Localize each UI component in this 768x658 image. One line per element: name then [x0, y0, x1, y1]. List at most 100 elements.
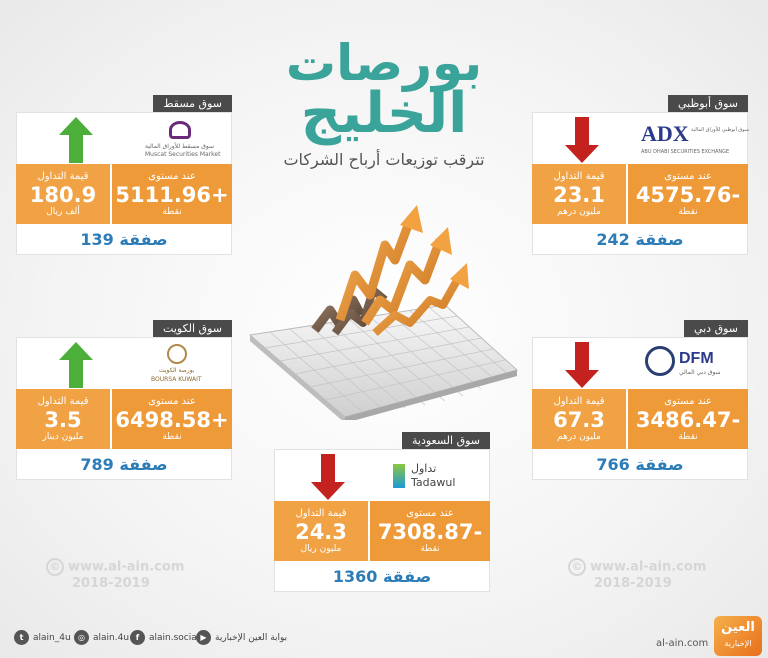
footer-twitter[interactable]: t alain_4u	[14, 630, 71, 645]
index-level-kuwait: عند مستوى 6498.58+ نقطة	[112, 389, 232, 449]
trade-value-unit: مليون درهم	[557, 206, 601, 217]
trade-value-dubai: قيمة التداول 67.3 مليون درهم	[532, 389, 628, 449]
kuwait-logo-ar: بورصة الكويت	[159, 367, 195, 374]
arrow-down-icon	[565, 117, 599, 163]
stats-dubai: قيمة التداول 67.3 مليون درهم عند مستوى 3…	[532, 389, 748, 449]
watermark-left: © www.al-ain.com 2018-2019	[46, 558, 184, 591]
market-tab-muscat: سوق مسقط	[153, 95, 232, 112]
brand-logo: العين الإخبارية	[714, 616, 762, 656]
brand-main: العين	[721, 620, 755, 635]
level-unit: نقطة	[420, 543, 440, 554]
arrow-up-icon	[59, 342, 93, 388]
stats-kuwait: قيمة التداول 3.5 مليون دينار عند مستوى 6…	[16, 389, 232, 449]
muscat-logo-icon	[169, 121, 191, 139]
arrow-up-icon	[59, 117, 93, 163]
market-tab-abudhabi: سوق أبوظبي	[668, 95, 748, 112]
market-card-kuwait: سوق الكويت بورصة الكويت BOURSA KUWAIT قي…	[16, 320, 232, 480]
trade-value-abudhabi: قيمة التداول 23.1 مليون درهم	[532, 164, 628, 224]
title-line-1: بورصات	[285, 34, 483, 92]
level-caption: عند مستوى	[148, 395, 196, 407]
index-level-muscat: عند مستوى 5111.96+ نقطة	[112, 164, 232, 224]
market-tab-kuwait: سوق الكويت	[153, 320, 232, 337]
level-unit: نقطة	[162, 206, 182, 217]
level-unit: نقطة	[678, 431, 698, 442]
trade-value-number: 67.3	[553, 407, 605, 432]
title-block: بورصات الخليج تترقب توزيعات أرباح الشركا…	[268, 38, 500, 169]
trade-value-unit: مليون ريال	[300, 543, 342, 554]
watermark-url: www.al-ain.com	[68, 559, 185, 575]
logo-area-abudhabi: ADX سوق أبوظبي للأوراق المالية ABU DHABI…	[532, 112, 749, 164]
twitter-icon: t	[14, 630, 29, 645]
deals-abudhabi: 242 صفقة	[532, 224, 748, 255]
copyright-icon: ©	[568, 558, 586, 576]
watermark-years: 2018-2019	[72, 576, 150, 591]
level-unit: نقطة	[162, 431, 182, 442]
youtube-channel: بوابة العين الإخبارية	[215, 632, 288, 643]
trade-value-caption: قيمة التداول	[553, 170, 605, 182]
level-number: 5111.96+	[115, 182, 229, 207]
trade-value-caption: قيمة التداول	[37, 395, 89, 407]
logo-area-kuwait: بورصة الكويت BOURSA KUWAIT	[16, 337, 232, 389]
trade-value-number: 23.1	[553, 182, 605, 207]
trade-value-muscat: قيمة التداول 180.9 ألف ريال	[16, 164, 112, 224]
dfm-logo-ar: سوق دبي المالي	[679, 369, 721, 376]
dfm-logo: DFM	[679, 350, 714, 367]
muscat-logo-ar: سوق مسقط للأوراق المالية	[145, 143, 214, 150]
deals-saudi: 1360 صفقة	[274, 561, 490, 592]
kuwait-logo-icon	[167, 344, 187, 364]
logo-area-saudi: تداول Tadawul	[274, 449, 490, 501]
copyright-icon: ©	[46, 558, 64, 576]
index-level-dubai: عند مستوى 3486.47- نقطة	[628, 389, 748, 449]
footer-youtube[interactable]: ▶ بوابة العين الإخبارية	[196, 630, 287, 645]
facebook-icon: f	[130, 630, 145, 645]
adx-logo-en: ABU DHABI SECURITIES EXCHANGE	[641, 149, 730, 155]
deals-muscat: 139 صفقة	[16, 224, 232, 255]
brand-sub: الإخبارية	[724, 639, 752, 648]
watermark-url: www.al-ain.com	[590, 559, 707, 575]
trade-value-kuwait: قيمة التداول 3.5 مليون دينار	[16, 389, 112, 449]
market-card-saudi: سوق السعودية تداول Tadawul قيمة التداول …	[274, 432, 490, 592]
subtitle: تترقب توزيعات أرباح الشركات	[283, 150, 485, 169]
deals-kuwait: 789 صفقة	[16, 449, 232, 480]
kuwait-logo-en: BOURSA KUWAIT	[151, 376, 202, 383]
instagram-handle: alain.4u	[93, 632, 130, 643]
market-card-muscat: سوق مسقط سوق مسقط للأوراق المالية Muscat…	[16, 95, 232, 255]
watermark-years: 2018-2019	[594, 576, 672, 591]
footer-facebook[interactable]: f alain.social	[130, 630, 199, 645]
facebook-handle: alain.social	[149, 632, 200, 643]
trade-value-caption: قيمة التداول	[37, 170, 89, 182]
muscat-logo-en: Muscat Securities Market	[145, 151, 221, 158]
tadawul-logo-icon	[393, 464, 405, 488]
trade-value-unit: مليون درهم	[557, 431, 601, 442]
arrow-down-icon	[311, 454, 345, 500]
dfm-logo-icon	[645, 346, 675, 376]
level-caption: عند مستوى	[664, 395, 712, 407]
arrow-down-icon	[565, 342, 599, 388]
market-card-dubai: سوق دبي DFM سوق دبي المالي قيمة التداول …	[532, 320, 748, 480]
level-caption: عند مستوى	[406, 507, 454, 519]
market-tab-dubai: سوق دبي	[683, 320, 748, 337]
logo-area-muscat: سوق مسقط للأوراق المالية Muscat Securiti…	[16, 112, 232, 164]
tadawul-logo-en: Tadawul	[411, 476, 456, 489]
trade-value-caption: قيمة التداول	[553, 395, 605, 407]
market-card-abudhabi: سوق أبوظبي ADX سوق أبوظبي للأوراق المالي…	[532, 95, 749, 255]
footer-instagram[interactable]: ◎ alain.4u	[74, 630, 129, 645]
tadawul-logo-ar: تداول	[411, 462, 437, 475]
trade-value-number: 24.3	[295, 519, 347, 544]
chart-illustration	[248, 205, 519, 420]
market-tab-saudi: سوق السعودية	[402, 432, 490, 449]
trade-value-number: 180.9	[29, 182, 97, 207]
instagram-icon: ◎	[74, 630, 89, 645]
title-line-2: الخليج	[300, 81, 468, 146]
level-number: 6498.58+	[115, 407, 229, 432]
stats-abudhabi: قيمة التداول 23.1 مليون درهم عند مستوى 4…	[532, 164, 748, 224]
level-number: 7308.87-	[377, 519, 483, 544]
trade-value-caption: قيمة التداول	[295, 507, 347, 519]
twitter-handle: alain_4u	[33, 632, 71, 643]
deals-dubai: 766 صفقة	[532, 449, 748, 480]
stats-muscat: قيمة التداول 180.9 ألف ريال عند مستوى 51…	[16, 164, 232, 224]
footer-site-url[interactable]: al-ain.com	[656, 638, 709, 649]
adx-logo: ADX	[641, 121, 689, 146]
logo-area-dubai: DFM سوق دبي المالي	[532, 337, 748, 389]
index-level-saudi: عند مستوى 7308.87- نقطة	[370, 501, 490, 561]
